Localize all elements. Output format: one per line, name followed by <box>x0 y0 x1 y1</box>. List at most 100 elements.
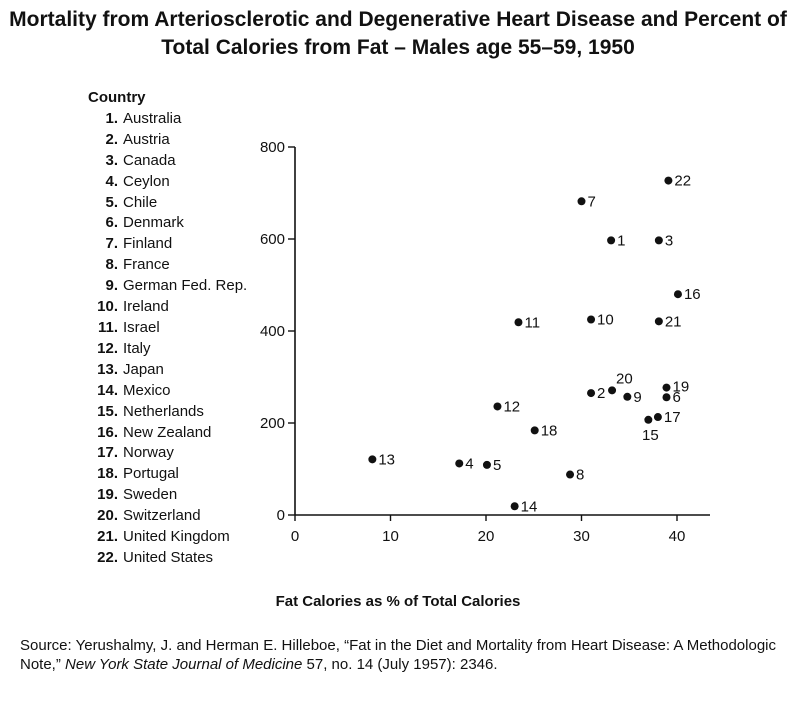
data-label: 19 <box>672 379 689 396</box>
legend-item-number: 10. <box>97 298 118 316</box>
data-label: 21 <box>665 313 682 330</box>
legend-item-number: 21. <box>97 528 118 546</box>
legend-item: 19. Sweden <box>88 485 247 506</box>
legend-item-number: 16. <box>97 423 118 441</box>
data-point <box>608 386 617 395</box>
data-label: 18 <box>541 422 558 439</box>
data-point <box>662 393 671 402</box>
legend-item: 21. United Kingdom <box>88 527 247 548</box>
legend-item-number: 11. <box>97 318 118 336</box>
legend-list: 1. Australia 2. Austria 3. Canada 4. Ceylon 5. Ch… <box>88 109 247 569</box>
legend-item: 10. Ireland <box>88 297 247 318</box>
source-journal: New York State Journal of Medicine <box>65 656 303 673</box>
legend-item: 7. Finland <box>88 234 247 255</box>
legend-item-number: 2. <box>105 130 118 148</box>
legend-item-name: Ceylon <box>123 172 170 190</box>
legend-item-name: United States <box>123 548 214 566</box>
x-tick-label: 10 <box>382 528 399 545</box>
legend-item: 6. Denmark <box>88 213 247 234</box>
legend-item-number: 3. <box>105 151 118 169</box>
legend-item-number: 8. <box>105 256 118 274</box>
data-label: 15 <box>642 427 659 444</box>
legend-item-name: German Fed. Rep. <box>123 277 248 295</box>
data-label: 3 <box>665 232 673 249</box>
data-label: 2 <box>597 385 605 402</box>
legend-item: 3. Canada <box>88 151 247 172</box>
legend-item-name: Mexico <box>123 381 171 399</box>
legend-title: Country <box>88 89 146 106</box>
legend-item-name: Italy <box>123 339 151 357</box>
x-tick-label: 0 <box>291 528 299 545</box>
data-point <box>493 402 502 411</box>
data-point <box>623 392 632 401</box>
chart-title: Mortality from Arteriosclerotic and Dege… <box>9 8 787 59</box>
data-label: 8 <box>576 467 584 484</box>
legend-item-name: Canada <box>123 151 176 169</box>
legend-item: 4. Ceylon <box>88 172 247 193</box>
legend-item: 9. German Fed. Rep. <box>88 276 247 297</box>
x-tick-label: 40 <box>669 528 686 545</box>
data-label: 4 <box>465 455 473 472</box>
legend-item-number: 5. <box>105 193 118 211</box>
legend-item-name: Sweden <box>123 486 178 504</box>
data-label: 17 <box>664 409 681 426</box>
data-point <box>673 290 682 299</box>
data-label: 13 <box>378 451 395 468</box>
data-label: 6 <box>672 389 680 406</box>
data-point <box>587 315 596 324</box>
data-label: 9 <box>633 389 641 406</box>
data-point <box>587 389 596 398</box>
legend-item: 1. Australia <box>88 109 247 130</box>
legend-item: 5. Chile <box>88 193 247 214</box>
legend-item-name: Norway <box>123 444 174 462</box>
legend-item-number: 4. <box>105 172 118 190</box>
country-legend: Country 1. Australia 2. Austria 3. Canada 4. Ce… <box>88 88 247 569</box>
legend-item-number: 17. <box>97 444 118 462</box>
legend-item: 16. New Zealand <box>88 423 247 444</box>
data-label: 1 <box>617 232 625 249</box>
data-point <box>514 318 523 327</box>
legend-item: 22. United States <box>88 548 247 569</box>
legend-item-name: Finland <box>123 235 173 253</box>
legend-item-name: Israel <box>123 318 160 336</box>
data-label: 22 <box>674 173 691 190</box>
data-point <box>368 455 377 464</box>
source-citation: Source: Yerushalmy, J. and Herman E. Hil… <box>20 636 776 674</box>
y-tick-label: 600 <box>260 231 285 248</box>
legend-item-name: Australia <box>123 109 182 127</box>
legend-item-number: 7. <box>105 235 118 253</box>
legend-item: 8. France <box>88 255 247 276</box>
legend-item: 20. Switzerland <box>88 506 247 527</box>
data-label: 11 <box>524 314 540 331</box>
data-point <box>510 502 519 511</box>
legend-item-number: 14. <box>97 381 118 399</box>
legend-item: 15. Netherlands <box>88 402 247 423</box>
legend-item-name: Chile <box>123 193 158 211</box>
data-point <box>664 176 673 185</box>
source-prefix: Source: Yerushalmy, J. and Herman E. Hil… <box>20 637 776 673</box>
data-label: 12 <box>503 398 520 415</box>
data-label: 10 <box>597 312 614 329</box>
legend-item-name: France <box>123 256 170 274</box>
y-tick-label: 400 <box>260 323 285 340</box>
data-label: 5 <box>493 457 501 474</box>
data-label: 16 <box>684 286 701 303</box>
y-tick-label: 0 <box>277 507 285 524</box>
data-label: 20 <box>616 370 633 387</box>
x-tick-label: 30 <box>573 528 590 545</box>
data-point <box>455 459 464 468</box>
legend-item-number: 20. <box>97 507 118 525</box>
data-point <box>607 236 616 245</box>
data-point <box>654 236 663 245</box>
legend-item-name: Ireland <box>123 298 169 316</box>
data-point <box>654 317 663 326</box>
y-tick-label: 800 <box>260 139 285 156</box>
data-point <box>644 415 653 424</box>
legend-item-number: 18. <box>97 465 118 483</box>
legend-item-name: Denmark <box>123 214 184 232</box>
legend-item-number: 6. <box>105 214 118 232</box>
legend-item-number: 9. <box>105 277 118 295</box>
legend-item: 17. Norway <box>88 443 247 464</box>
legend-item-number: 13. <box>97 360 118 378</box>
data-point <box>566 470 575 479</box>
